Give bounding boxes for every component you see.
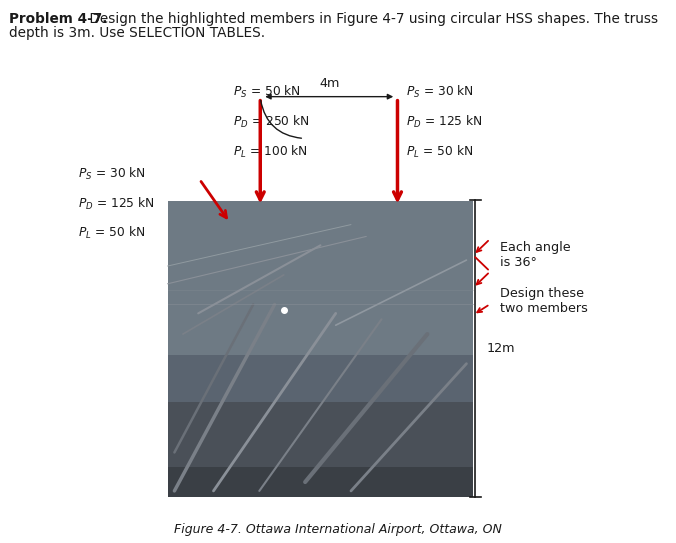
Text: Design these
two members: Design these two members <box>500 287 588 315</box>
Text: 4m: 4m <box>319 77 339 90</box>
Text: $P_L$ = 100 kN: $P_L$ = 100 kN <box>233 144 308 160</box>
Text: $P_S$ = 30 kN: $P_S$ = 30 kN <box>406 84 473 100</box>
Text: $P_D$ = 125 kN: $P_D$ = 125 kN <box>78 195 155 212</box>
Text: Problem 4-7.: Problem 4-7. <box>9 12 107 26</box>
Bar <box>168 467 473 497</box>
Text: Design the highlighted members in Figure 4-7 using circular HSS shapes. The trus: Design the highlighted members in Figure… <box>85 12 658 26</box>
Text: depth is 3m. Use SELECTION TABLES.: depth is 3m. Use SELECTION TABLES. <box>9 26 265 40</box>
Bar <box>168 402 473 497</box>
Text: $P_S$ = 30 kN: $P_S$ = 30 kN <box>78 166 145 182</box>
Text: Each angle
is 36°: Each angle is 36° <box>500 241 571 269</box>
Bar <box>168 201 473 497</box>
Bar <box>168 201 473 355</box>
Text: Figure 4-7. Ottawa International Airport, Ottawa, ON: Figure 4-7. Ottawa International Airport… <box>174 523 502 536</box>
Text: $P_L$ = 50 kN: $P_L$ = 50 kN <box>78 225 145 242</box>
Text: $P_D$ = 125 kN: $P_D$ = 125 kN <box>406 114 483 130</box>
Text: $P_S$ = 50 kN: $P_S$ = 50 kN <box>233 84 301 100</box>
Text: 12m: 12m <box>487 342 515 355</box>
Text: $P_D$ = 250 kN: $P_D$ = 250 kN <box>233 114 310 130</box>
Text: $P_L$ = 50 kN: $P_L$ = 50 kN <box>406 144 473 160</box>
